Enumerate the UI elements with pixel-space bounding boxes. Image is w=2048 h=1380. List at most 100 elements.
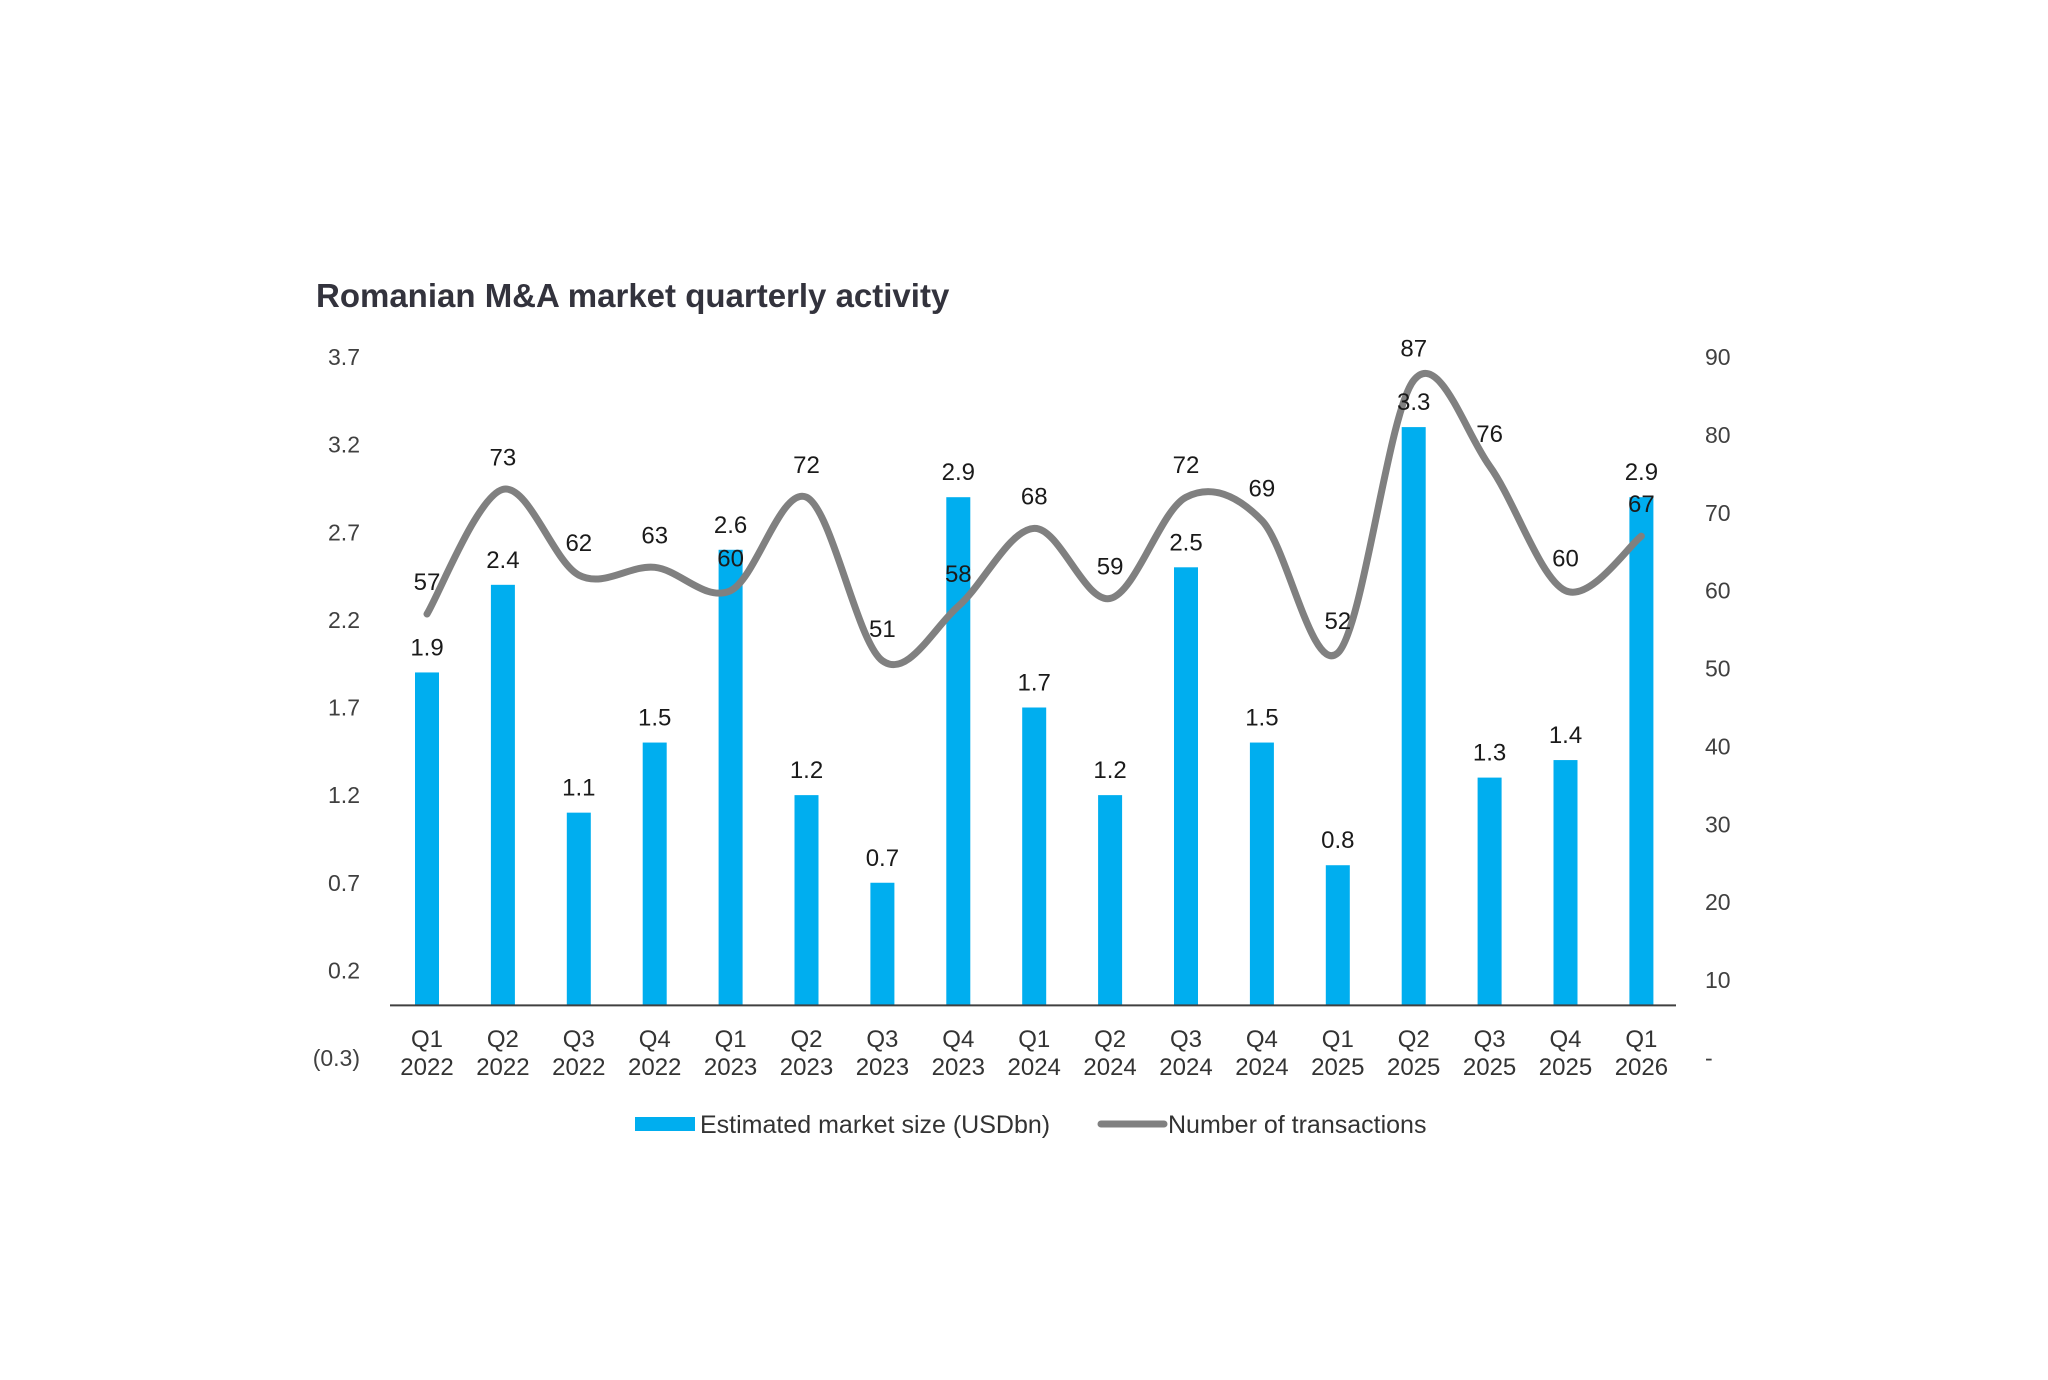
bar-value-label: 1.5 xyxy=(638,705,671,732)
category-label: Q1 2023 xyxy=(704,1026,757,1081)
bar-value-label: 3.3 xyxy=(1397,389,1430,416)
bar-value-label: 1.5 xyxy=(1245,705,1278,732)
line-value-label: 60 xyxy=(1552,546,1579,573)
bar xyxy=(1022,707,1047,1006)
bar xyxy=(566,812,591,1006)
bar-series xyxy=(415,427,1654,1006)
line-value-label: 58 xyxy=(945,561,972,588)
bar xyxy=(1325,865,1350,1006)
category-label: Q2 2023 xyxy=(780,1026,833,1081)
category-label: Q3 2023 xyxy=(856,1026,909,1081)
line-value-label: 59 xyxy=(1097,553,1124,580)
left-tick-label: 3.7 xyxy=(328,344,360,370)
right-tick-label: 20 xyxy=(1705,889,1731,915)
bar-value-label: 2.9 xyxy=(942,459,975,486)
left-tick-label: 0.2 xyxy=(328,957,360,983)
category-label: Q4 2024 xyxy=(1235,1026,1288,1081)
bar-value-label: 2.5 xyxy=(1169,529,1202,556)
left-tick-label: 1.7 xyxy=(328,695,360,721)
bar xyxy=(946,497,971,1006)
legend-label-market-size: Estimated market size (USDbn) xyxy=(700,1111,1050,1139)
bar xyxy=(1553,760,1578,1006)
right-tick-label: 60 xyxy=(1705,578,1731,604)
bar-value-label: 0.7 xyxy=(866,845,899,872)
transactions-line xyxy=(423,370,1645,669)
left-tick-label: 2.7 xyxy=(328,519,360,545)
right-tick-label: 90 xyxy=(1705,344,1731,370)
line-value-label: 60 xyxy=(717,546,744,573)
category-label: Q2 2025 xyxy=(1387,1026,1440,1081)
legend: Estimated market size (USDbn) Number of … xyxy=(635,1111,1426,1139)
bar xyxy=(1401,427,1426,1006)
category-labels: Q1 2022 Q2 2022 Q3 2022 Q4 2022 Q1 2023 Q2 2023 Q3 20… xyxy=(400,1026,1668,1081)
category-label: Q3 2025 xyxy=(1463,1026,1516,1081)
line-value-label: 57 xyxy=(414,569,441,596)
bar xyxy=(642,742,667,1006)
bar-value-label: 2.9 xyxy=(1625,459,1658,486)
category-label: Q4 2023 xyxy=(932,1026,985,1081)
legend-swatch-market-size xyxy=(635,1117,695,1131)
line-value-label: 73 xyxy=(490,444,517,471)
right-tick-label: 40 xyxy=(1705,733,1731,759)
bar xyxy=(1477,777,1502,1006)
bar xyxy=(794,795,819,1006)
category-label: Q1 2025 xyxy=(1311,1026,1364,1081)
bar xyxy=(1629,497,1654,1006)
bar xyxy=(1249,742,1274,1006)
bar-data-labels: 1.9 2.4 1.1 1.5 2.6 1.2 0.7 2.9 1.7 1.2 2.5 1.5 0.8 3… xyxy=(410,389,1658,872)
left-tick-label: 2.2 xyxy=(328,607,360,633)
bar-value-label: 1.9 xyxy=(410,634,443,661)
line-value-label: 51 xyxy=(869,616,896,643)
line-value-label: 72 xyxy=(1173,452,1200,479)
bar xyxy=(1174,567,1198,1006)
line-value-label: 68 xyxy=(1021,483,1048,510)
bar-value-label: 1.2 xyxy=(1093,757,1126,784)
left-axis: (0.3) 0.2 0.7 1.2 1.7 2.2 2.7 3.2 3.7 xyxy=(313,344,360,1071)
bar-value-label: 0.8 xyxy=(1321,827,1354,854)
right-tick-label: 10 xyxy=(1705,967,1731,993)
category-label: Q2 2022 xyxy=(476,1026,529,1081)
category-label: Q4 2022 xyxy=(628,1026,681,1081)
right-tick-label: 70 xyxy=(1705,500,1731,526)
line-value-label: 72 xyxy=(793,452,820,479)
bar xyxy=(870,882,895,1006)
bar-value-label: 2.4 xyxy=(486,547,519,574)
bar-value-label: 2.6 xyxy=(714,512,747,539)
category-label: Q2 2024 xyxy=(1083,1026,1136,1081)
line-value-label: 67 xyxy=(1628,491,1655,518)
chart-title: Romanian M&A market quarterly activity xyxy=(316,277,950,314)
line-value-label: 76 xyxy=(1476,421,1503,448)
right-tick-label: 50 xyxy=(1705,656,1731,682)
category-label: Q3 2022 xyxy=(552,1026,605,1081)
bar xyxy=(1098,795,1123,1006)
category-label: Q1 2022 xyxy=(400,1026,453,1081)
left-tick-label: 0.7 xyxy=(328,870,360,896)
line-value-label: 62 xyxy=(565,530,592,557)
category-label: Q1 2026 xyxy=(1615,1026,1668,1081)
bar-value-label: 1.1 xyxy=(562,775,595,802)
right-tick-label: - xyxy=(1705,1045,1713,1071)
left-tick-label: 1.2 xyxy=(328,782,360,808)
line-value-label: 87 xyxy=(1400,335,1427,362)
right-tick-label: 30 xyxy=(1705,811,1731,837)
bar-value-label: 1.4 xyxy=(1549,722,1582,749)
category-label: Q1 2024 xyxy=(1008,1026,1061,1081)
legend-label-transactions: Number of transactions xyxy=(1168,1111,1426,1139)
bar-value-label: 1.2 xyxy=(790,757,823,784)
line-value-label: 69 xyxy=(1249,476,1276,503)
category-label: Q3 2024 xyxy=(1159,1026,1212,1081)
right-tick-label: 80 xyxy=(1705,422,1731,448)
bar xyxy=(718,549,743,1006)
bar-value-label: 1.3 xyxy=(1473,740,1506,767)
right-axis: - 10 20 30 40 50 60 70 80 90 xyxy=(1705,344,1731,1071)
line-data-labels: 57 73 62 63 60 72 51 58 68 59 72 69 52 87 76 60 67 xyxy=(414,335,1655,642)
left-tick-label: 3.2 xyxy=(328,432,360,458)
bar-value-label: 1.7 xyxy=(1018,670,1051,697)
category-label: Q4 2025 xyxy=(1539,1026,1592,1081)
bar xyxy=(415,672,439,1006)
left-tick-label: (0.3) xyxy=(313,1045,360,1071)
line-value-label: 52 xyxy=(1324,608,1351,635)
line-value-label: 63 xyxy=(641,522,668,549)
bar xyxy=(490,584,515,1006)
